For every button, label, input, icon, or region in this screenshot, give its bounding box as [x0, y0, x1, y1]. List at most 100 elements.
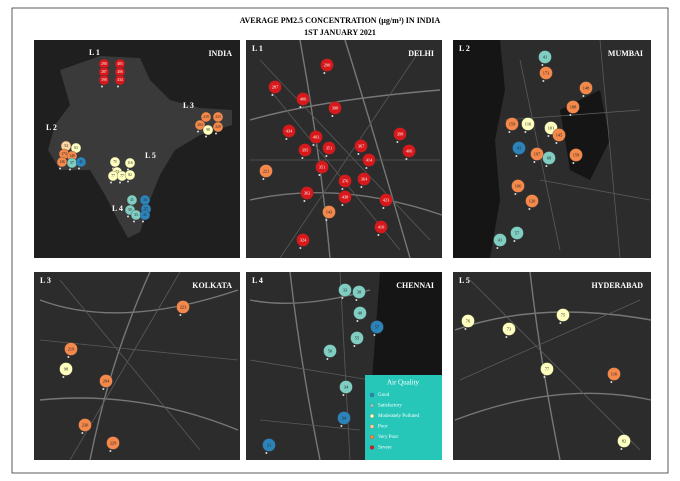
marker-value: 98 — [64, 366, 69, 371]
marker — [338, 283, 352, 297]
marker-pin — [508, 131, 511, 133]
panel-label: L 3 — [40, 276, 51, 285]
marker-pin — [555, 142, 558, 144]
marker-value: 82 — [128, 173, 132, 177]
marker — [328, 101, 342, 115]
marker-pin — [569, 114, 572, 116]
marker — [126, 194, 138, 206]
marker-pin — [533, 161, 536, 163]
marker-pin — [542, 80, 545, 82]
marker — [78, 418, 92, 432]
panel-city: HYDERABAD — [591, 281, 643, 290]
marker-pin — [524, 131, 527, 133]
marker — [502, 322, 516, 336]
legend-swatch — [369, 445, 375, 450]
marker — [194, 119, 206, 131]
marker-pin — [127, 180, 129, 183]
region-label: L 1 — [89, 48, 100, 57]
marker-value: 77 — [545, 366, 550, 371]
marker — [362, 153, 376, 167]
marker-value: 204 — [103, 378, 110, 383]
marker — [505, 117, 519, 131]
marker-pin — [323, 72, 326, 74]
marker-pin — [299, 247, 302, 249]
region-label: L 4 — [112, 204, 123, 213]
marker — [510, 226, 524, 240]
marker — [338, 190, 352, 204]
marker-pin — [271, 94, 274, 96]
marker-value: 33 — [134, 213, 138, 217]
marker — [538, 50, 552, 64]
marker-pin — [127, 215, 129, 218]
marker-value: 362 — [304, 190, 311, 195]
marker — [350, 331, 364, 345]
marker-value: 116 — [127, 161, 132, 165]
marker-value: 204 — [197, 123, 203, 127]
marker-value: 287 — [101, 70, 107, 74]
marker — [530, 147, 544, 161]
marker-value: 410 — [378, 224, 385, 229]
marker-value: 68 — [547, 155, 552, 160]
marker — [282, 124, 296, 138]
marker-value: 148 — [583, 85, 590, 90]
marker — [300, 186, 314, 200]
marker-pin — [179, 314, 182, 316]
marker-value: 50 — [128, 208, 132, 212]
marker-value: 41 — [543, 54, 547, 59]
subtitle: 1ST JANUARY 2021 — [304, 28, 376, 37]
panel-city: CHENNAI — [396, 281, 434, 290]
marker-value: 223 — [180, 304, 187, 309]
marker-pin — [325, 219, 328, 221]
marker-value: 364 — [361, 176, 368, 181]
marker — [64, 342, 78, 356]
marker — [569, 148, 583, 162]
marker-value: 173 — [543, 70, 550, 75]
marker-pin — [513, 240, 516, 242]
marker-pin — [62, 376, 65, 378]
marker-value: 77 — [120, 174, 124, 178]
marker-pin — [67, 356, 70, 358]
marker-value: 77 — [111, 174, 115, 178]
marker-pin — [102, 388, 105, 390]
marker — [106, 436, 120, 450]
marker-value: 82 — [622, 438, 626, 443]
marker-value: 230 — [82, 422, 89, 427]
sea — [453, 40, 505, 258]
marker-value: 57 — [70, 161, 74, 165]
marker-pin — [205, 135, 207, 138]
marker-value: 76 — [466, 318, 471, 323]
marker — [338, 174, 352, 188]
marker-value: 57 — [144, 207, 148, 211]
marker-pin — [341, 297, 344, 299]
marker — [493, 233, 507, 247]
marker — [322, 205, 336, 219]
marker — [402, 144, 416, 158]
marker — [357, 172, 371, 186]
marker-pin — [365, 167, 368, 169]
marker-pin — [528, 208, 531, 210]
marker-value: 197 — [534, 151, 541, 156]
marker-value: 54 — [64, 144, 68, 148]
legend-label: Good — [378, 393, 390, 398]
legend-swatch — [369, 434, 375, 440]
marker — [109, 156, 121, 168]
marker-value: 50 — [328, 348, 333, 353]
marker-value: 145 — [556, 132, 563, 137]
marker-value: 403 — [313, 134, 320, 139]
marker-value: 367 — [358, 143, 365, 148]
marker-pin — [69, 168, 71, 171]
marker-pin — [559, 322, 562, 324]
marker-pin — [341, 204, 344, 206]
marker — [542, 151, 556, 165]
marker — [379, 193, 393, 207]
marker-value: 351 — [326, 145, 333, 150]
marker — [124, 169, 136, 181]
marker-pin — [285, 138, 288, 140]
india-land — [48, 56, 232, 238]
marker-pin — [582, 95, 585, 97]
marker — [59, 362, 73, 376]
marker — [296, 92, 310, 106]
marker-pin — [514, 193, 517, 195]
marker-pin — [303, 200, 306, 202]
